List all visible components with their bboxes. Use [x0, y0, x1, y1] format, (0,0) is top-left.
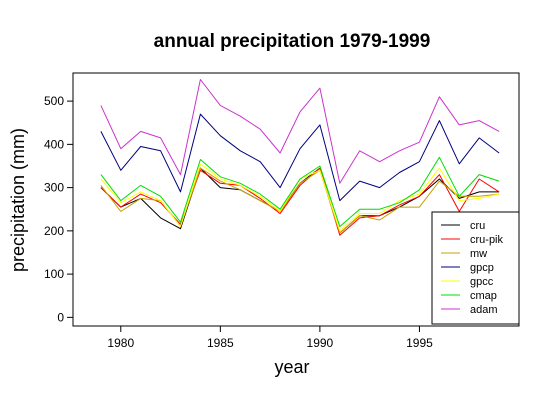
x-tick-label: 1985 — [207, 336, 234, 350]
chart-title: annual precipitation 1979-1999 — [154, 31, 431, 52]
y-tick-label: 300 — [44, 181, 64, 195]
x-axis: 1980 1985 1990 1995 — [107, 326, 433, 350]
legend: cru cru-pik mw gpcp gpcc cmap adam — [431, 211, 520, 325]
y-tick-label: 200 — [44, 224, 64, 238]
legend-label-gpcp: gpcp — [470, 262, 494, 274]
series-line-cmap — [100, 156, 500, 227]
y-tick-label: 400 — [44, 137, 64, 151]
series-line-gpcp — [100, 113, 500, 202]
legend-label-cru-pik: cru-pik — [470, 234, 504, 246]
y-tick-label: 500 — [44, 94, 64, 108]
series-layer — [100, 79, 500, 236]
legend-label-gpcc: gpcc — [470, 276, 494, 288]
x-tick-label: 1990 — [307, 336, 334, 350]
y-axis-label: precipitation (mm) — [8, 128, 28, 272]
y-tick-label: 0 — [57, 310, 64, 324]
x-axis-label: year — [274, 357, 309, 377]
legend-label-cmap: cmap — [470, 290, 497, 302]
y-tick-label: 100 — [44, 267, 64, 281]
legend-label-mw: mw — [470, 248, 487, 260]
legend-label-cru: cru — [470, 220, 485, 232]
x-tick-label: 1995 — [406, 336, 433, 350]
plot-frame — [72, 72, 520, 327]
x-tick-label: 1980 — [107, 336, 134, 350]
series-line-adam — [100, 79, 500, 184]
legend-label-adam: adam — [470, 304, 498, 316]
y-axis: 0 100 200 300 400 500 — [44, 94, 73, 324]
legend-box — [431, 211, 520, 325]
